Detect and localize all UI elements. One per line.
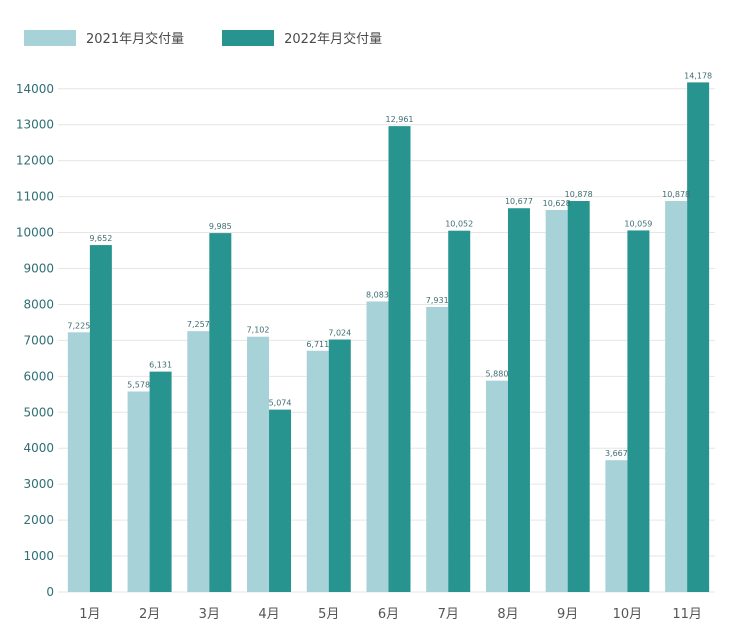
y-tick-label: 1000 (23, 549, 54, 563)
x-tick-label: 11月 (672, 607, 702, 622)
y-axis-ticks: 0 1000 2000 3000 4000 5000 6000 7000 8000 9000 100… (16, 82, 54, 599)
data-label: 5,578 (127, 381, 150, 390)
data-label: 10,878 (662, 190, 690, 199)
y-tick-label: 0 (46, 585, 54, 599)
x-tick-label: 8月 (497, 607, 518, 622)
bar-2022 (269, 409, 292, 592)
data-label: 10,628 (543, 199, 571, 208)
bar-2021 (485, 380, 508, 592)
bar-2022 (388, 126, 411, 592)
x-tick-label: 5月 (318, 607, 339, 622)
x-tick-label: 10月 (613, 607, 643, 622)
x-tick-label: 1月 (79, 607, 100, 622)
bar-2021 (247, 336, 270, 592)
data-label: 9,652 (89, 234, 112, 243)
data-label: 3,667 (605, 449, 628, 458)
data-label: 9,985 (209, 222, 232, 231)
y-tick-label: 6000 (23, 369, 54, 383)
bar-2021 (426, 306, 449, 592)
y-tick-label: 9000 (23, 262, 54, 276)
data-label: 6,711 (306, 340, 329, 349)
bar-2021 (665, 201, 688, 593)
legend-label-2021: 2021年月交付量 (86, 32, 185, 47)
data-label: 6,131 (149, 361, 172, 370)
x-axis-ticks: 1月 2月 3月 4月 5月 6月 7月 8月 9月 10月 11月 (79, 607, 702, 622)
data-label: 7,024 (328, 329, 351, 338)
bar-2022 (507, 208, 530, 592)
data-label: 10,052 (445, 220, 473, 229)
bar-2021 (605, 460, 628, 592)
data-label: 8,083 (366, 290, 389, 299)
y-tick-label: 10000 (16, 226, 54, 240)
data-label-layer: 7,225 9,652 5,578 6,131 7,257 9,985 7,102 5,074… (67, 71, 712, 458)
bar-2021 (306, 350, 329, 592)
x-tick-label: 3月 (199, 607, 220, 622)
data-label: 7,225 (67, 321, 90, 330)
bar-2022 (209, 233, 232, 592)
legend: 2021年月交付量 2022年月交付量 (24, 28, 420, 47)
data-label: 10,677 (505, 197, 533, 206)
y-tick-label: 12000 (16, 154, 54, 168)
data-label: 7,931 (426, 296, 449, 305)
data-label: 10,059 (624, 219, 652, 228)
bar-2022 (687, 82, 710, 592)
y-tick-label: 11000 (16, 190, 54, 204)
bar-2022 (328, 339, 351, 592)
data-label: 7,102 (247, 326, 270, 335)
bar-2022 (567, 201, 590, 593)
bar-2021 (366, 301, 389, 592)
data-label: 12,961 (386, 115, 414, 124)
bar-2021 (67, 332, 90, 592)
y-tick-label: 14000 (16, 82, 54, 96)
data-label: 7,257 (187, 320, 210, 329)
legend-swatch-2021 (24, 29, 76, 46)
x-tick-label: 7月 (438, 607, 459, 622)
data-label: 14,178 (684, 71, 712, 80)
bar-2021 (187, 331, 210, 592)
y-tick-label: 2000 (23, 513, 54, 527)
legend-item-2022: 2022年月交付量 (222, 28, 382, 47)
y-tick-label: 3000 (23, 477, 54, 491)
y-tick-label: 7000 (23, 333, 54, 347)
bar-2021 (127, 391, 150, 592)
legend-item-2021: 2021年月交付量 (24, 28, 184, 47)
x-tick-label: 9月 (557, 607, 578, 622)
data-label: 5,074 (269, 399, 292, 408)
bar-2022 (89, 245, 112, 592)
y-tick-label: 8000 (23, 297, 54, 311)
data-label: 10,878 (565, 190, 593, 199)
bar-2022 (627, 230, 650, 593)
bar-2022 (149, 371, 172, 592)
y-tick-label: 4000 (23, 441, 54, 455)
legend-swatch-2022 (222, 29, 275, 46)
x-tick-label: 2月 (139, 607, 160, 622)
data-label: 5,880 (486, 370, 509, 379)
legend-label-2022: 2022年月交付量 (284, 32, 383, 47)
x-tick-label: 4月 (258, 607, 279, 622)
y-tick-label: 5000 (23, 405, 54, 419)
x-tick-label: 6月 (378, 607, 399, 622)
bar-layer (67, 82, 710, 593)
bar-2021 (545, 209, 568, 592)
y-tick-label: 13000 (16, 118, 54, 132)
bar-2022 (448, 230, 471, 592)
